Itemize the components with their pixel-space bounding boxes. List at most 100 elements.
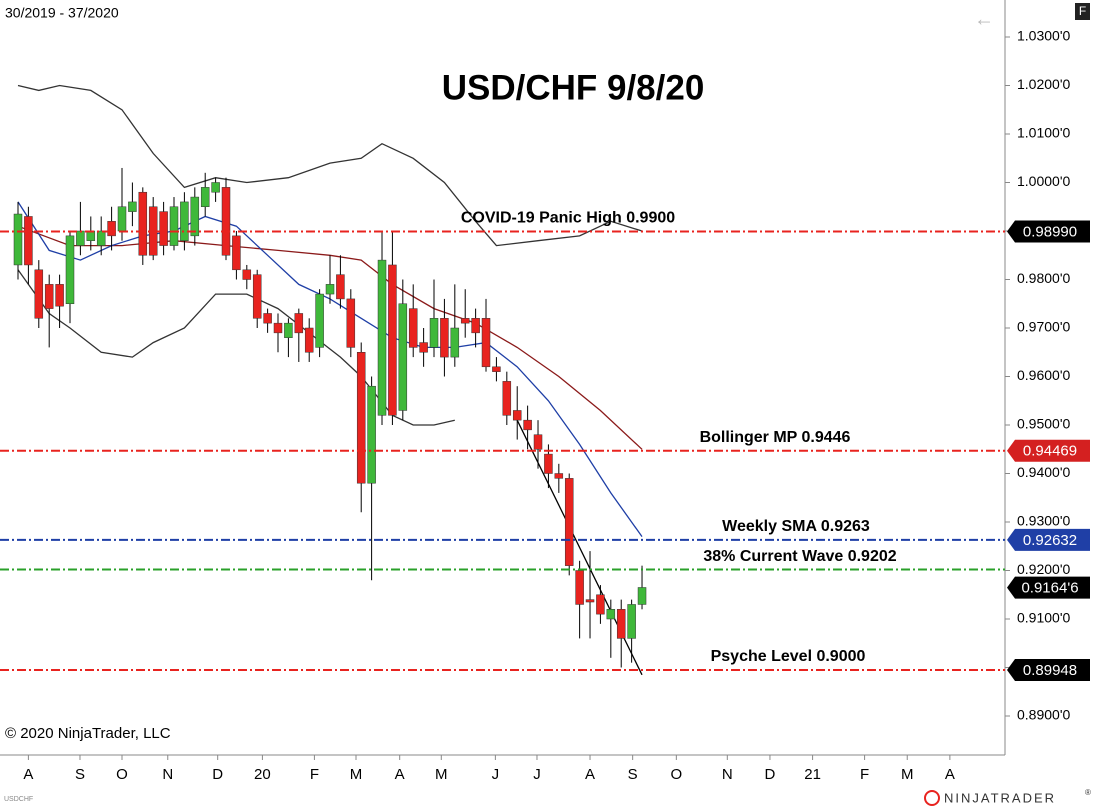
badge-box[interactable] (1075, 3, 1090, 20)
candle-body (481, 318, 491, 368)
candle-body (575, 570, 584, 605)
candle-body (419, 342, 428, 353)
x-tick-label: D (765, 766, 776, 783)
x-tick-label: A (395, 766, 405, 783)
chart-title: USD/CHF 9/8/20 (442, 68, 705, 107)
candle-body (606, 609, 616, 620)
candle-body (429, 318, 439, 348)
candle-body (492, 366, 501, 372)
last-price-label: 0.9164'6 (1021, 580, 1078, 597)
x-tick-label: A (585, 766, 595, 783)
candle-body (34, 269, 44, 319)
price-tag-label: 0.94469 (1023, 443, 1077, 460)
candle-body (252, 274, 262, 319)
corner-badge[interactable]: F (1079, 4, 1086, 18)
candle-body (616, 609, 626, 639)
price-tag (1007, 528, 1090, 551)
candle-body (211, 182, 220, 193)
candle-body (96, 230, 106, 246)
price-tag-label: 0.92632 (1023, 532, 1077, 549)
candle-body (533, 434, 543, 450)
x-tick-label: N (722, 766, 733, 783)
y-tick-label: 0.9300'0 (1017, 513, 1070, 529)
candle-body (284, 322, 293, 338)
candle-body (128, 201, 137, 212)
level-annotation: COVID-19 Panic High 0.9900 (461, 210, 675, 227)
brand-mark: ® (1085, 788, 1091, 797)
y-tick-label: 0.9400'0 (1017, 464, 1070, 480)
candle-body (24, 216, 33, 266)
candle-body (388, 264, 397, 416)
x-tick-label: O (671, 766, 683, 783)
y-tick-label: 1.0200'0 (1017, 76, 1070, 92)
candle-body (440, 318, 449, 358)
range-label: 30/2019 - 37/2020 (5, 5, 119, 21)
x-tick-label: O (116, 766, 128, 783)
price-tag-label: 0.89948 (1023, 662, 1077, 679)
level-annotation: Weekly SMA 0.9263 (722, 518, 870, 535)
y-tick-label: 0.8900'0 (1017, 707, 1070, 723)
price-tag (1007, 220, 1090, 243)
candle-body (502, 381, 512, 416)
x-tick-label: F (310, 766, 319, 783)
last-price-tag (1007, 576, 1090, 599)
indicator-line (17, 84, 643, 247)
x-tick-label: M (435, 766, 448, 783)
x-tick-label: S (75, 766, 85, 783)
candle-body (408, 308, 418, 348)
level-annotation: Psyche Level 0.9000 (711, 648, 866, 665)
x-tick-label: F (860, 766, 869, 783)
x-tick-label: M (350, 766, 363, 783)
candle-body (460, 318, 470, 324)
brand-logo (924, 790, 940, 806)
candle-body (65, 235, 75, 305)
candle-body (554, 473, 564, 479)
y-tick-label: 0.9600'0 (1017, 367, 1070, 383)
symbol: USDCHF (4, 796, 33, 803)
candle-body (200, 187, 210, 208)
price-tag-label: 0.98990 (1023, 223, 1077, 240)
candle-body (180, 201, 189, 241)
candle-body (315, 293, 324, 348)
candle-body (273, 322, 283, 334)
candle-body (242, 269, 252, 280)
x-tick-label: A (23, 766, 33, 783)
candle-body (138, 191, 148, 256)
candle-body (169, 206, 179, 246)
x-tick-label: D (212, 766, 223, 783)
level-annotation: Bollinger MP 0.9446 (700, 429, 851, 446)
candle-body (596, 594, 605, 615)
candle-body (159, 211, 168, 246)
candle-body (44, 284, 54, 309)
candle-body (232, 235, 241, 271)
price-tag (1007, 659, 1090, 682)
back-arrow[interactable]: ← (974, 8, 994, 30)
candle-body (325, 284, 335, 295)
candle-body (346, 298, 356, 348)
candle-body (585, 599, 595, 603)
brand: NINJATRADER (944, 790, 1056, 805)
y-tick-label: 1.0300'0 (1017, 28, 1070, 44)
y-tick-label: 0.9700'0 (1017, 319, 1070, 335)
candle-body (55, 284, 64, 307)
indicator-line (17, 269, 455, 426)
x-tick-label: J (533, 766, 541, 783)
y-tick-label: 0.9500'0 (1017, 416, 1070, 432)
candle-body (304, 327, 314, 353)
candle-body (336, 274, 345, 300)
x-tick-label: 20 (254, 766, 271, 783)
y-tick-label: 1.0000'0 (1017, 173, 1070, 189)
candle-body (107, 221, 116, 237)
copyright: © 2020 NinjaTrader, LLC (5, 725, 171, 742)
candle-body (398, 303, 408, 411)
candle-body (367, 385, 376, 484)
x-tick-label: J (492, 766, 500, 783)
candle-body (564, 478, 574, 566)
y-tick-label: 1.0100'0 (1017, 125, 1070, 141)
x-tick-label: S (628, 766, 638, 783)
candle-body (637, 587, 647, 605)
candle-body (512, 410, 522, 421)
x-tick-label: 21 (804, 766, 821, 783)
candle-body (294, 313, 304, 334)
